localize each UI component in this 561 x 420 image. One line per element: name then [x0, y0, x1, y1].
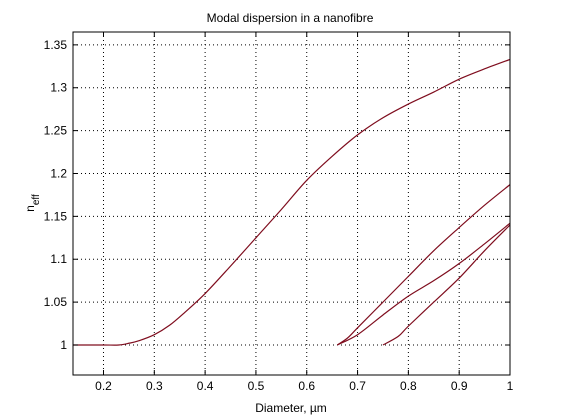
- x-tick-label: 1: [507, 379, 514, 393]
- x-tick-label: 0.5: [248, 379, 265, 393]
- mode-curve-3: [336, 222, 511, 346]
- mode-curve-1: [73, 58, 511, 346]
- mode-curve-2: [336, 184, 511, 346]
- x-axis-label: Diameter, µm: [255, 401, 327, 415]
- y-axis-label-main: n: [23, 205, 37, 212]
- x-tick-label: 0.7: [349, 379, 366, 393]
- y-tick-label: 1: [60, 338, 67, 352]
- y-tick-label: 1.15: [44, 209, 68, 223]
- x-tick-label: 0.9: [451, 379, 468, 393]
- x-tick-label: 0.6: [298, 379, 315, 393]
- x-tick-label: 0.2: [95, 379, 112, 393]
- x-tick-label: 0.8: [400, 379, 417, 393]
- y-tick-label: 1.05: [44, 295, 68, 309]
- y-tick-label: 1.25: [44, 124, 68, 138]
- x-axis-ticks: 0.2 0.3 0.4 0.5 0.6 0.7 0.8 0.9 1: [95, 32, 514, 393]
- y-tick-label: 1.1: [50, 252, 67, 266]
- y-tick-label: 1.35: [44, 38, 68, 52]
- data-series: [73, 58, 511, 346]
- y-axis-label: neff: [23, 194, 42, 212]
- grid-lines: [73, 32, 511, 375]
- x-tick-label: 0.3: [146, 379, 163, 393]
- y-axis-ticks: 1 1.05 1.1 1.15 1.2 1.25 1.3 1.35: [44, 38, 510, 352]
- y-tick-label: 1.3: [50, 81, 67, 95]
- svg-text:neff: neff: [23, 194, 42, 212]
- chart-title: Modal dispersion in a nanofibre: [207, 11, 374, 25]
- mode-curve-4: [382, 224, 511, 346]
- plot-frame: [72, 31, 511, 376]
- y-axis-label-subscript: eff: [31, 194, 42, 205]
- plot-area: [73, 32, 510, 375]
- x-tick-label: 0.4: [197, 379, 214, 393]
- y-tick-label: 1.2: [50, 166, 67, 180]
